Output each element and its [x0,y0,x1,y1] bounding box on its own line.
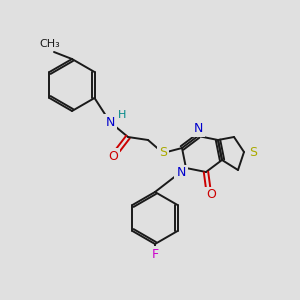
Text: S: S [249,146,257,158]
Text: H: H [118,110,126,120]
Text: CH₃: CH₃ [40,39,60,49]
Text: O: O [206,188,216,202]
Text: O: O [108,149,118,163]
Text: N: N [176,167,186,179]
Text: N: N [105,116,115,128]
Text: F: F [152,248,159,260]
Text: N: N [193,122,203,136]
Text: S: S [159,146,167,160]
